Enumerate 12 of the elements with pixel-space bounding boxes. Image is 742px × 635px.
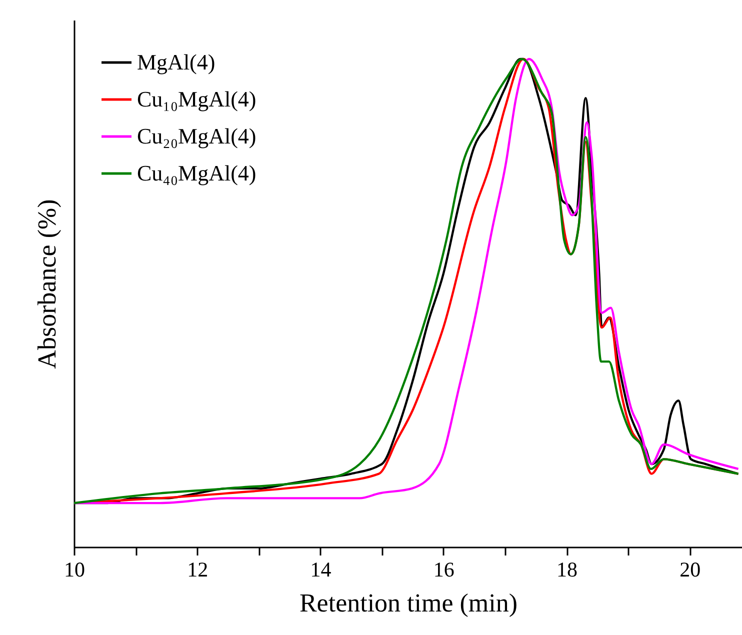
legend-label: Cu₄₀MgAl(4) [137, 160, 256, 186]
x-tick-label: 14 [310, 558, 332, 582]
legend-label: Cu₂₀MgAl(4) [137, 124, 256, 148]
y-axis-title: Absorbance (%) [32, 199, 62, 369]
x-tick-label: 16 [433, 558, 454, 582]
x-tick-label: 12 [187, 558, 208, 582]
x-axis-title: Retention time (min) [299, 588, 518, 618]
x-tick-label: 10 [64, 558, 85, 582]
x-tick-label: 20 [680, 558, 701, 582]
x-tick-label: 18 [556, 558, 578, 582]
legend-label: MgAl(4) [137, 50, 216, 74]
legend-label: Cu₁₀MgAl(4) [137, 86, 256, 112]
